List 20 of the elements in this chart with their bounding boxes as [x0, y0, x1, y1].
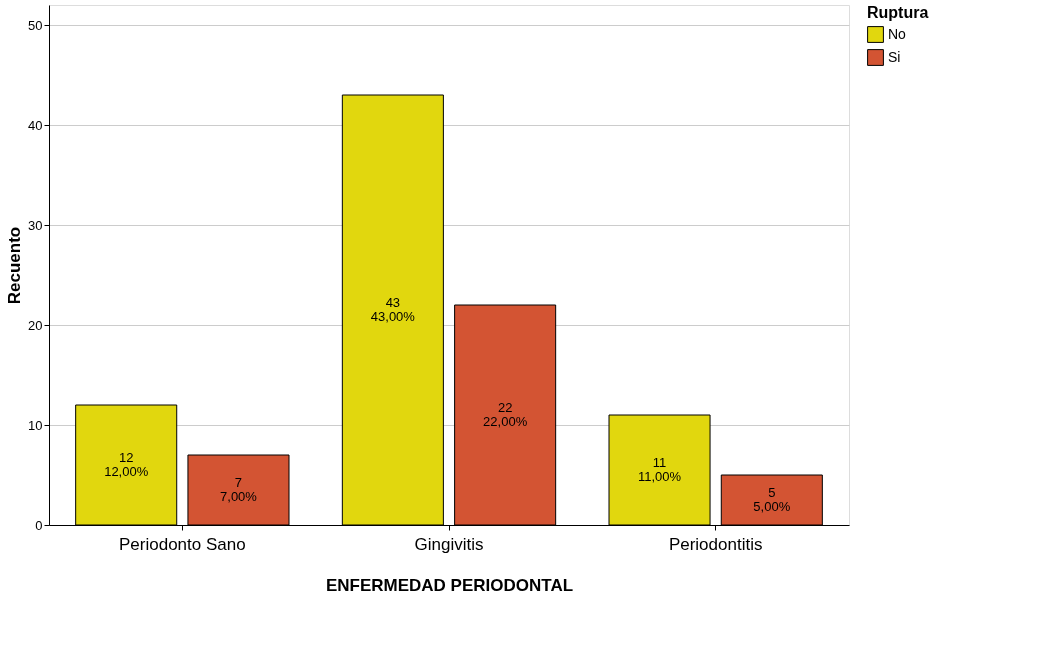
y-axis-title: Recuento	[5, 226, 25, 305]
data-label: 12 12,00%	[104, 450, 149, 479]
legend-label: Si	[888, 48, 901, 65]
data-label: 22 22,00%	[483, 400, 528, 429]
y-tick-label: 40	[28, 117, 43, 133]
x-tick-label: Periodonto Sano	[119, 534, 246, 554]
data-label: 11 11,00%	[637, 455, 682, 484]
y-tick-label: 30	[28, 217, 43, 233]
legend-label: No	[888, 25, 907, 42]
x-tick-label: Gingivitis	[414, 534, 484, 554]
y-tick-label: 20	[28, 317, 43, 333]
legend-title: Ruptura	[867, 4, 929, 21]
y-tick-label: 50	[28, 17, 43, 33]
data-label: 7 7,00%	[220, 475, 258, 504]
x-axis-title: ENFERMEDAD PERIODONTAL	[325, 575, 574, 595]
data-label: 5 5,00%	[753, 485, 791, 514]
y-tick-label: 0	[35, 517, 43, 533]
data-label: 43 43,00%	[370, 295, 416, 324]
y-tick-label: 10	[28, 417, 43, 433]
x-tick-label: Periodontitis	[668, 534, 763, 554]
